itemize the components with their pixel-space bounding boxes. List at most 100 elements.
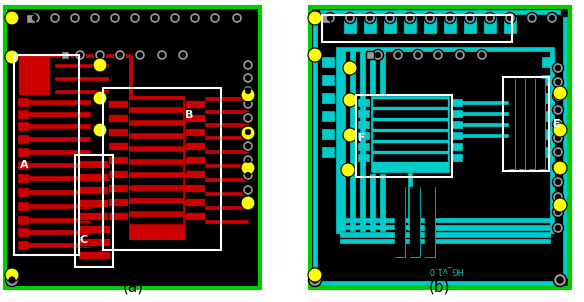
Text: F: F <box>358 133 366 143</box>
Circle shape <box>412 50 423 60</box>
Circle shape <box>178 50 189 60</box>
Bar <box>519 79 525 169</box>
Bar <box>108 114 128 122</box>
Bar <box>373 99 447 106</box>
Bar <box>364 17 376 33</box>
Bar <box>185 100 205 108</box>
Circle shape <box>242 127 253 137</box>
Circle shape <box>69 12 81 24</box>
Bar <box>384 17 396 33</box>
Bar <box>28 100 90 104</box>
Bar <box>542 75 554 85</box>
Bar <box>425 187 435 257</box>
Circle shape <box>245 143 251 149</box>
Circle shape <box>245 187 251 193</box>
Bar <box>373 132 447 139</box>
Bar <box>539 79 545 169</box>
Circle shape <box>552 133 564 143</box>
Circle shape <box>325 12 335 24</box>
Circle shape <box>549 15 555 21</box>
Bar <box>340 233 550 237</box>
Circle shape <box>242 113 253 124</box>
Circle shape <box>555 65 561 71</box>
Circle shape <box>242 72 253 83</box>
Circle shape <box>505 12 516 24</box>
Bar <box>550 47 554 233</box>
Bar <box>78 238 110 246</box>
Circle shape <box>555 194 561 200</box>
Bar <box>322 75 334 85</box>
Bar <box>313 17 317 278</box>
Circle shape <box>345 12 356 24</box>
Circle shape <box>387 15 393 21</box>
Bar <box>130 204 183 211</box>
Bar <box>205 136 248 139</box>
Bar <box>450 110 462 117</box>
Circle shape <box>552 191 564 203</box>
Circle shape <box>242 59 253 70</box>
Circle shape <box>93 91 107 105</box>
Bar <box>18 241 28 249</box>
Bar <box>340 51 345 231</box>
Bar <box>18 174 28 182</box>
Text: HG_v1.0: HG_v1.0 <box>427 265 463 275</box>
Bar <box>542 57 554 67</box>
Circle shape <box>5 268 19 282</box>
Bar <box>358 99 370 106</box>
Circle shape <box>134 50 145 60</box>
Bar <box>130 165 183 172</box>
Bar <box>373 154 447 161</box>
Bar <box>542 129 554 139</box>
Bar <box>462 123 509 126</box>
Bar <box>336 47 340 233</box>
Bar <box>130 139 183 146</box>
Circle shape <box>479 52 485 58</box>
Bar <box>18 110 28 118</box>
Circle shape <box>376 52 381 58</box>
Circle shape <box>552 146 564 158</box>
Bar <box>18 122 28 130</box>
Bar <box>28 176 90 180</box>
Circle shape <box>477 50 488 60</box>
Bar <box>450 154 462 161</box>
Circle shape <box>5 50 19 64</box>
Bar <box>205 192 248 195</box>
Bar <box>395 187 405 257</box>
Circle shape <box>367 15 373 21</box>
Circle shape <box>89 12 100 24</box>
Bar <box>340 232 550 236</box>
Bar <box>108 100 128 108</box>
Circle shape <box>433 50 443 60</box>
Bar <box>310 7 570 288</box>
Circle shape <box>245 172 251 178</box>
Circle shape <box>343 61 357 75</box>
Bar <box>28 150 90 154</box>
Bar <box>509 79 515 169</box>
Text: E: E <box>553 119 561 129</box>
Bar <box>205 178 248 181</box>
Circle shape <box>454 50 465 60</box>
Circle shape <box>77 52 83 58</box>
Bar <box>185 114 205 122</box>
Circle shape <box>234 15 240 21</box>
Bar <box>130 126 183 133</box>
Circle shape <box>172 15 178 21</box>
Bar <box>61 51 69 59</box>
Circle shape <box>93 58 107 72</box>
Bar <box>18 135 28 143</box>
Bar <box>205 123 248 126</box>
Bar <box>373 110 447 117</box>
Bar <box>321 14 329 23</box>
Bar <box>366 51 374 59</box>
Circle shape <box>241 196 255 210</box>
Circle shape <box>554 274 566 287</box>
Circle shape <box>552 176 564 188</box>
Bar <box>450 143 462 150</box>
Circle shape <box>95 50 106 60</box>
Bar <box>185 198 205 206</box>
Bar <box>18 161 28 169</box>
Circle shape <box>308 268 322 282</box>
Bar <box>462 134 509 137</box>
Circle shape <box>552 104 564 115</box>
Circle shape <box>245 88 251 94</box>
